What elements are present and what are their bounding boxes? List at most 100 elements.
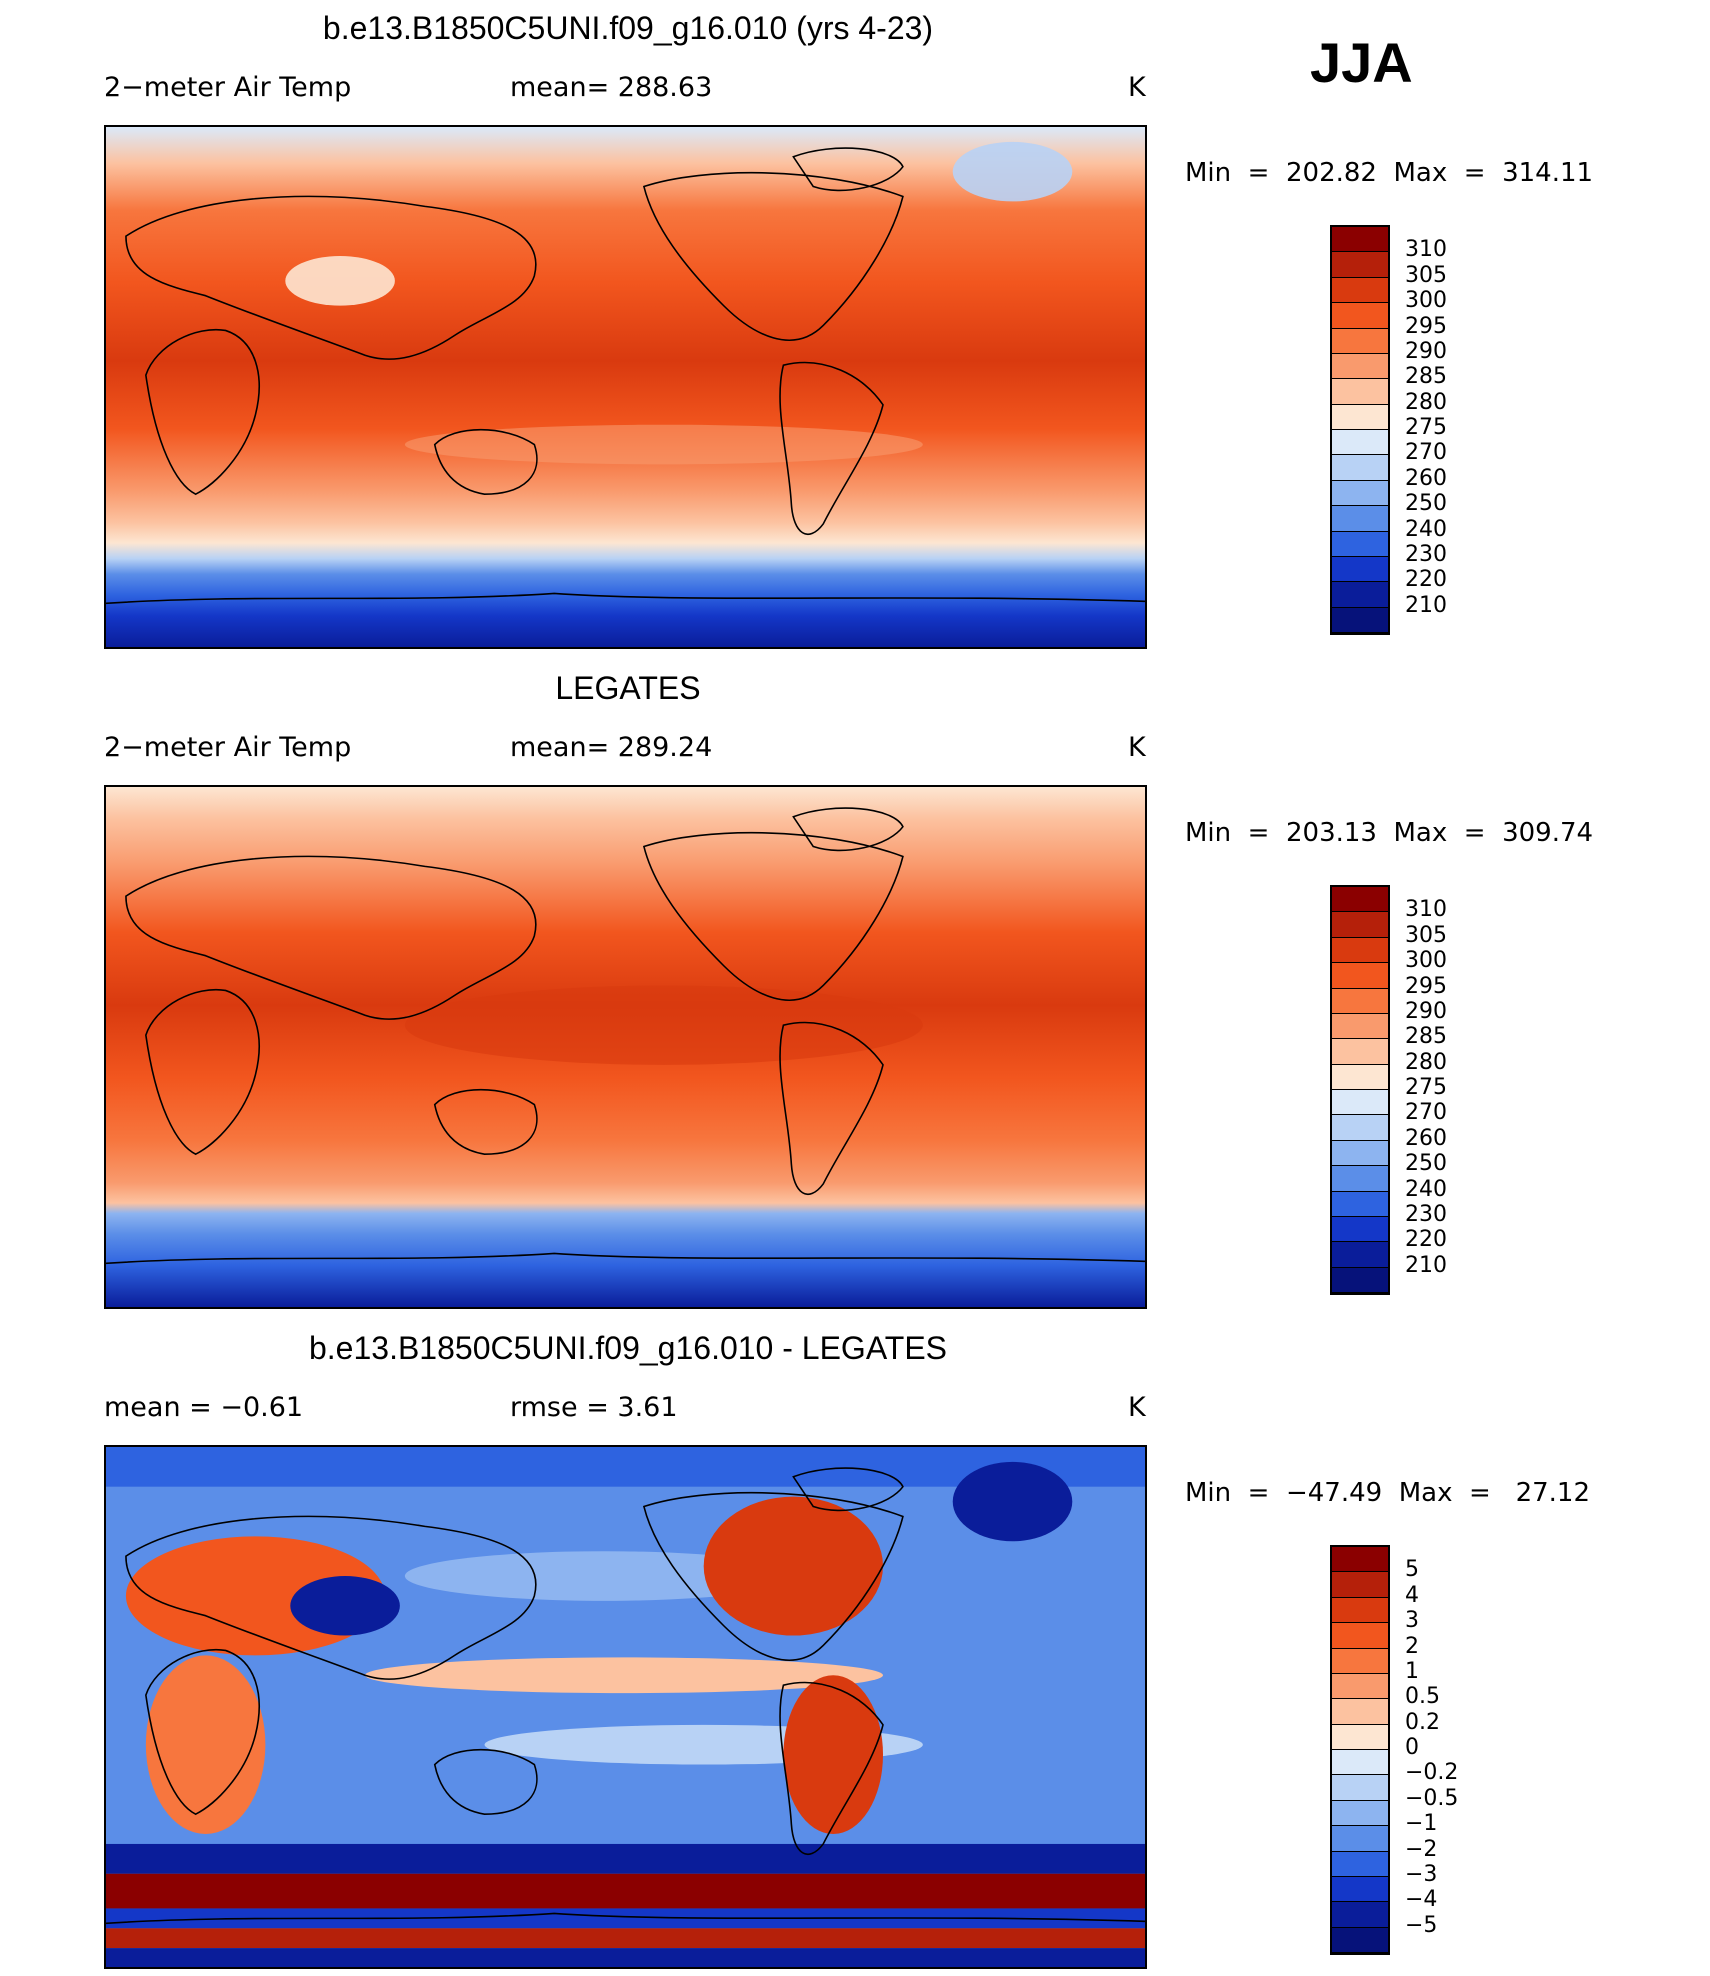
model-panel: b.e13.B1850C5UNI.f09_g16.010 (yrs 4-23) … bbox=[0, 0, 1710, 656]
colorbar-swatch bbox=[1332, 607, 1388, 633]
colorbar bbox=[1330, 1545, 1390, 1955]
colorbar-tick-label: 260 bbox=[1405, 1125, 1447, 1151]
colorbar-swatch bbox=[1332, 1876, 1388, 1903]
colorbar-swatch bbox=[1332, 455, 1388, 481]
colorbar-tick-label: 5 bbox=[1405, 1557, 1419, 1583]
panel-title: LEGATES bbox=[555, 670, 701, 706]
variable-label: 2−meter Air Temp bbox=[104, 72, 352, 103]
colorbar-tick-label: 3 bbox=[1405, 1608, 1419, 1634]
colorbar-swatch bbox=[1332, 1242, 1388, 1268]
colorbar-swatch bbox=[1332, 1267, 1388, 1293]
colorbar-tick-label: 285 bbox=[1405, 1024, 1447, 1050]
colorbar-swatch bbox=[1332, 277, 1388, 304]
colorbar-swatch bbox=[1332, 1623, 1388, 1649]
colorbar-swatch bbox=[1332, 988, 1388, 1014]
colorbar-tick-label: 310 bbox=[1405, 897, 1447, 923]
colorbar-swatch bbox=[1332, 1927, 1388, 1953]
variable-label: 2−meter Air Temp bbox=[104, 732, 352, 763]
colorbar-tick-label: −0.5 bbox=[1405, 1785, 1459, 1811]
unit-label: K bbox=[1128, 72, 1146, 103]
colorbar-swatch bbox=[1332, 887, 1388, 913]
colorbar-tick-label: 250 bbox=[1405, 1151, 1447, 1177]
colorbar-swatch bbox=[1332, 506, 1388, 532]
colorbar-tick-label: 220 bbox=[1405, 1227, 1447, 1253]
colorbar-swatch bbox=[1332, 1039, 1388, 1065]
colorbar-swatch bbox=[1332, 1648, 1388, 1674]
colorbar-swatch bbox=[1332, 1800, 1388, 1827]
colorbar-swatch bbox=[1332, 963, 1388, 989]
colorbar-tick-label: 260 bbox=[1405, 465, 1447, 491]
colorbar-tick-label: 240 bbox=[1405, 1176, 1447, 1202]
temperature-map bbox=[104, 125, 1147, 649]
colorbar-swatch bbox=[1332, 1597, 1388, 1624]
colorbar-tick-label: 220 bbox=[1405, 567, 1447, 593]
colorbar-swatch bbox=[1332, 353, 1388, 380]
colorbar-tick-label: 305 bbox=[1405, 922, 1447, 948]
colorbar-swatch bbox=[1332, 227, 1388, 253]
difference-map bbox=[104, 1445, 1147, 1969]
colorbar-tick-label: −5 bbox=[1405, 1912, 1438, 1938]
unit-label: K bbox=[1128, 732, 1146, 763]
difference-panel: b.e13.B1850C5UNI.f09_g16.010 - LEGATES m… bbox=[0, 1320, 1710, 1976]
colorbar-swatch bbox=[1332, 1572, 1388, 1598]
colorbar-swatch bbox=[1332, 480, 1388, 507]
colorbar-tick-label: 280 bbox=[1405, 389, 1447, 415]
colorbar-swatch bbox=[1332, 404, 1388, 430]
colorbar-swatch bbox=[1332, 1115, 1388, 1141]
colorbar-swatch bbox=[1332, 912, 1388, 938]
panel-title: b.e13.B1850C5UNI.f09_g16.010 - LEGATES bbox=[308, 1330, 948, 1366]
colorbar bbox=[1330, 225, 1390, 635]
colorbar-swatch bbox=[1332, 379, 1388, 405]
colorbar-tick-label: 230 bbox=[1405, 1201, 1447, 1227]
colorbar-tick-label: 290 bbox=[1405, 338, 1447, 364]
colorbar-swatch bbox=[1332, 1216, 1388, 1243]
colorbar-tick-label: 0.2 bbox=[1405, 1709, 1440, 1735]
colorbar-swatch bbox=[1332, 1750, 1388, 1776]
colorbar-tick-label: 4 bbox=[1405, 1582, 1419, 1608]
colorbar-swatch bbox=[1332, 582, 1388, 608]
unit-label: K bbox=[1128, 1392, 1146, 1423]
colorbar-tick-label: 295 bbox=[1405, 973, 1447, 999]
min-max-label: Min = 202.82 Max = 314.11 bbox=[1185, 158, 1594, 188]
colorbar-tick-label: 0.5 bbox=[1405, 1684, 1440, 1710]
rmse-label: rmse = 3.61 bbox=[510, 1392, 678, 1423]
temperature-map bbox=[104, 785, 1147, 1309]
colorbar-swatch bbox=[1332, 937, 1388, 964]
colorbar-swatch bbox=[1332, 1166, 1388, 1192]
colorbar-tick-label: −4 bbox=[1405, 1887, 1438, 1913]
colorbar-tick-label: 240 bbox=[1405, 516, 1447, 542]
season-label: JJA bbox=[1310, 31, 1413, 94]
observation-panel: LEGATES 2−meter Air Temp mean= 289.24 K bbox=[0, 660, 1710, 1316]
mean-label: mean = −0.61 bbox=[104, 1392, 304, 1423]
colorbar-tick-label: 230 bbox=[1405, 541, 1447, 567]
colorbar-swatch bbox=[1332, 1090, 1388, 1116]
colorbar-tick-label: 1 bbox=[1405, 1658, 1419, 1684]
colorbar-swatch bbox=[1332, 1902, 1388, 1928]
colorbar-tick-label: 270 bbox=[1405, 440, 1447, 466]
colorbar-swatch bbox=[1332, 1775, 1388, 1801]
colorbar-swatch bbox=[1332, 556, 1388, 583]
colorbar-tick-label: 290 bbox=[1405, 998, 1447, 1024]
colorbar-swatch bbox=[1332, 1699, 1388, 1725]
colorbar-swatch bbox=[1332, 252, 1388, 278]
colorbar-tick-label: −0.2 bbox=[1405, 1760, 1459, 1786]
colorbar-tick-label: 280 bbox=[1405, 1049, 1447, 1075]
colorbar-tick-label: 295 bbox=[1405, 313, 1447, 339]
colorbar-swatch bbox=[1332, 531, 1388, 557]
colorbar-swatch bbox=[1332, 1064, 1388, 1090]
min-max-label: Min = 203.13 Max = 309.74 bbox=[1185, 818, 1594, 848]
colorbar-tick-label: 275 bbox=[1405, 1075, 1447, 1100]
colorbar-tick-label: −1 bbox=[1405, 1811, 1438, 1837]
colorbar-swatch bbox=[1332, 1140, 1388, 1167]
colorbar-tick-label: 270 bbox=[1405, 1100, 1447, 1126]
colorbar-swatch bbox=[1332, 1013, 1388, 1040]
colorbar-tick-label: 250 bbox=[1405, 491, 1447, 517]
colorbar-swatch bbox=[1332, 1826, 1388, 1852]
colorbar-swatch bbox=[1332, 1191, 1388, 1217]
colorbar-swatch bbox=[1332, 1547, 1388, 1573]
colorbar-tick-label: −2 bbox=[1405, 1836, 1438, 1862]
colorbar-tick-label: 300 bbox=[1405, 288, 1447, 314]
colorbar-swatch bbox=[1332, 1673, 1388, 1700]
mean-label: mean= 288.63 bbox=[510, 72, 713, 103]
mean-label: mean= 289.24 bbox=[510, 732, 713, 763]
